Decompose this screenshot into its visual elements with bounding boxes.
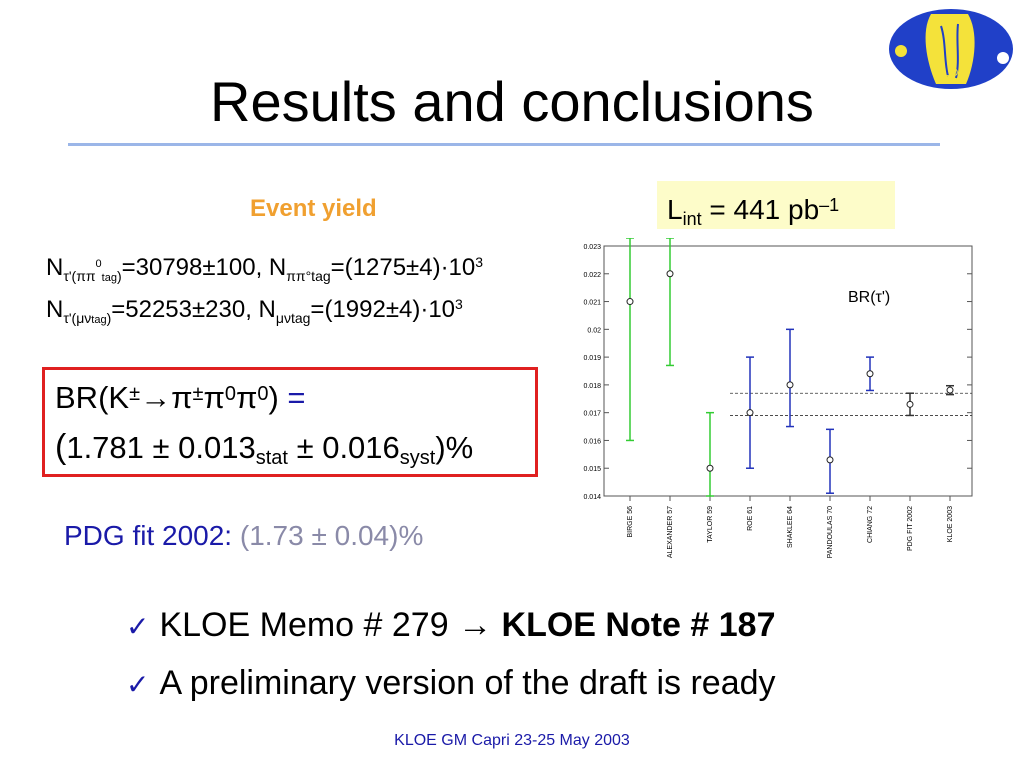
n-superscript: 0 xyxy=(95,258,102,270)
lint-value: = 441 pb xyxy=(701,194,820,225)
y-tick-label: 0.019 xyxy=(583,355,601,362)
n2-subscript: ππ°tag xyxy=(286,268,331,284)
exponent: 3 xyxy=(455,296,463,312)
slide-footer: KLOE GM Capri 23-25 May 2003 xyxy=(394,732,630,749)
stat-subscript: stat xyxy=(255,447,288,469)
x-tick-label: ROE 61 xyxy=(747,506,754,531)
count-value-1: =52253±230, N xyxy=(111,296,276,323)
count-value-1: =30798±100, N xyxy=(121,254,287,281)
pdg-value: (1.73 ± 0.04)% xyxy=(232,520,424,551)
data-point xyxy=(706,464,714,472)
slide-title: Results and conclusions xyxy=(210,70,814,133)
x-tick-label: TAYLOR 59 xyxy=(707,506,714,543)
integrated-luminosity-box: Lint = 441 pb–1 xyxy=(657,181,895,229)
n-close: ) xyxy=(116,268,122,284)
data-point xyxy=(626,298,634,306)
br-formula: BR(K±→π±π0π0) = xyxy=(55,380,306,416)
y-tick-label: 0.022 xyxy=(583,272,601,279)
data-point xyxy=(826,456,834,464)
check-icon: ✓ xyxy=(126,669,150,700)
value-central: 1.781 ± 0.013 xyxy=(66,430,256,465)
data-point xyxy=(946,386,954,394)
kloe-logo: KLOE xyxy=(889,9,1013,89)
x-tick-label: ALEXANDER 57 xyxy=(667,506,674,558)
plot-frame xyxy=(603,245,973,497)
pdg-label: PDG fit 2002: xyxy=(64,520,233,551)
data-point xyxy=(666,270,674,278)
lint-exponent: –1 xyxy=(819,195,840,215)
n-subscript: τ'(ππ xyxy=(63,268,96,284)
bullet1-text: KLOE Memo # 279 xyxy=(159,606,459,644)
n-symbol: N xyxy=(46,296,64,323)
neutral-sup-2: 0 xyxy=(257,383,269,405)
y-tick-label: 0.016 xyxy=(583,438,601,445)
y-tick-label: 0.015 xyxy=(583,466,601,473)
count-value-2: =(1992±4)·10 xyxy=(310,296,456,323)
data-point xyxy=(866,370,874,378)
x-tick-label: BIRGE 56 xyxy=(627,506,634,538)
x-tick-label: SHAKLEE 64 xyxy=(787,506,794,548)
br-close: ) xyxy=(268,380,279,415)
br-comparison-chart: 0.014 0.015 0.016 0.017 0.018 0.019 0.02 0.021 0… xyxy=(583,238,973,558)
pion-symbol-2: π xyxy=(235,380,258,415)
event-count-line-pipi: Nτ'(ππ0 tag)=30798±100, Nππ°tag=(1275±4)·… xyxy=(46,254,483,284)
n-tag-subscript: tag xyxy=(101,272,117,284)
n-subscript: τ'(μν xyxy=(63,310,92,326)
y-tick-label: 0.023 xyxy=(583,244,601,251)
y-tick-label: 0.017 xyxy=(583,411,601,418)
chart-title: BR(τ') xyxy=(848,289,890,306)
pdg-fit-line: PDG fit 2002: (1.73 ± 0.04)% xyxy=(64,520,423,552)
n-tag-subscript: tag xyxy=(91,314,107,326)
data-point xyxy=(786,381,794,389)
x-tick-label: CHIANG 72 xyxy=(867,506,874,543)
pion-charge: ± xyxy=(192,383,204,405)
bullet-kloe-note: ✓ KLOE Memo # 279 → KLOE Note # 187 xyxy=(126,606,776,645)
value-open: ( xyxy=(55,428,67,466)
bullet2-text: A preliminary version of the draft is re… xyxy=(159,664,776,702)
bullet1-bold: KLOE Note # 187 xyxy=(492,606,776,644)
br-equals: = xyxy=(278,380,306,415)
br-prefix: BR(K xyxy=(55,380,130,415)
neutral-sup-1: 0 xyxy=(224,383,236,405)
lint-sub: int xyxy=(682,209,702,229)
lint-base: L xyxy=(667,194,683,225)
arrow-right-icon: → xyxy=(458,606,493,644)
syst-subscript: syst xyxy=(399,447,436,469)
exponent: 3 xyxy=(475,254,484,270)
count-value-2: =(1275±4)·10 xyxy=(330,254,476,281)
x-tick-label: PANDOULAS 70 xyxy=(827,506,834,558)
value-syst: ± 0.016 xyxy=(287,430,400,465)
bullet-draft-ready: ✓ A preliminary version of the draft is r… xyxy=(126,664,776,703)
data-point xyxy=(746,409,754,417)
y-tick-label: 0.014 xyxy=(583,494,601,501)
n2-subscript: μνtag xyxy=(275,310,311,326)
event-count-line-munu: Nτ'(μνtag)=52253±230, Nμνtag=(1992±4)·10… xyxy=(46,296,463,326)
kaon-charge: ± xyxy=(129,383,141,405)
title-divider xyxy=(68,143,940,146)
n-symbol: N xyxy=(46,254,64,281)
x-tick-label: KLOE 2003 xyxy=(947,506,954,542)
data-point xyxy=(906,400,914,408)
br-value: (1.781 ± 0.013stat ± 0.016syst)% xyxy=(55,428,473,470)
pion-symbol-1: π xyxy=(203,380,225,415)
event-yield-heading: Event yield xyxy=(250,195,377,222)
branching-ratio-result-box: BR(K±→π±π0π0) = (1.781 ± 0.013stat ± 0.0… xyxy=(42,367,538,477)
arrow-pion: →π xyxy=(140,380,193,415)
svg-text:KLOE: KLOE xyxy=(936,67,965,79)
y-tick-label: 0.018 xyxy=(583,383,601,390)
check-icon: ✓ xyxy=(126,611,150,642)
value-close: )% xyxy=(435,430,474,465)
y-tick-label: 0.02 xyxy=(587,327,601,334)
n-close: ) xyxy=(106,310,112,326)
x-tick-label: PDG FIT 2002 xyxy=(907,506,914,551)
y-tick-label: 0.021 xyxy=(583,300,601,307)
